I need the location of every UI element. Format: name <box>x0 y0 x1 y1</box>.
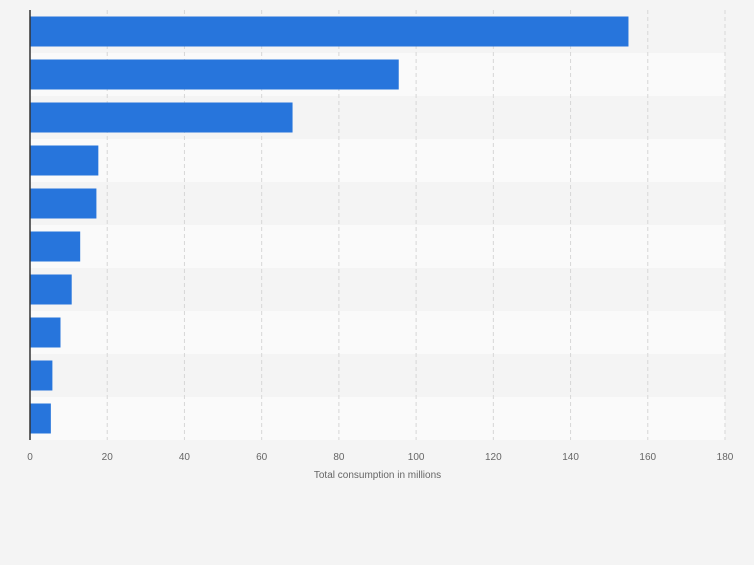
row-band <box>30 139 725 182</box>
x-tick-label: 100 <box>408 452 425 463</box>
bar[interactable] <box>30 145 99 176</box>
bar[interactable] <box>30 102 293 133</box>
row-band <box>30 397 725 440</box>
x-tick-label: 20 <box>102 452 114 463</box>
x-tick-label: 60 <box>256 452 268 463</box>
row-band <box>30 268 725 311</box>
bar[interactable] <box>30 360 53 391</box>
x-tick-label: 160 <box>639 452 656 463</box>
bar[interactable] <box>30 403 51 434</box>
row-band <box>30 311 725 354</box>
bar[interactable] <box>30 231 81 262</box>
x-tick-label: 180 <box>717 452 734 463</box>
bar[interactable] <box>30 274 72 305</box>
row-band <box>30 225 725 268</box>
bars <box>30 16 629 434</box>
x-tick-label: 120 <box>485 452 502 463</box>
x-axis-ticks: 0 20 40 60 80 100 120 140 160 180 <box>27 452 734 463</box>
x-tick-label: 40 <box>179 452 191 463</box>
row-band <box>30 354 725 397</box>
bar[interactable] <box>30 16 629 47</box>
x-tick-label: 0 <box>27 452 33 463</box>
x-tick-label: 140 <box>562 452 579 463</box>
bar[interactable] <box>30 188 97 219</box>
bar[interactable] <box>30 59 399 90</box>
row-bands <box>30 10 725 440</box>
x-tick-label: 80 <box>333 452 345 463</box>
row-band <box>30 182 725 225</box>
x-axis-label: Total consumption in millions <box>314 470 441 481</box>
bar[interactable] <box>30 317 61 348</box>
